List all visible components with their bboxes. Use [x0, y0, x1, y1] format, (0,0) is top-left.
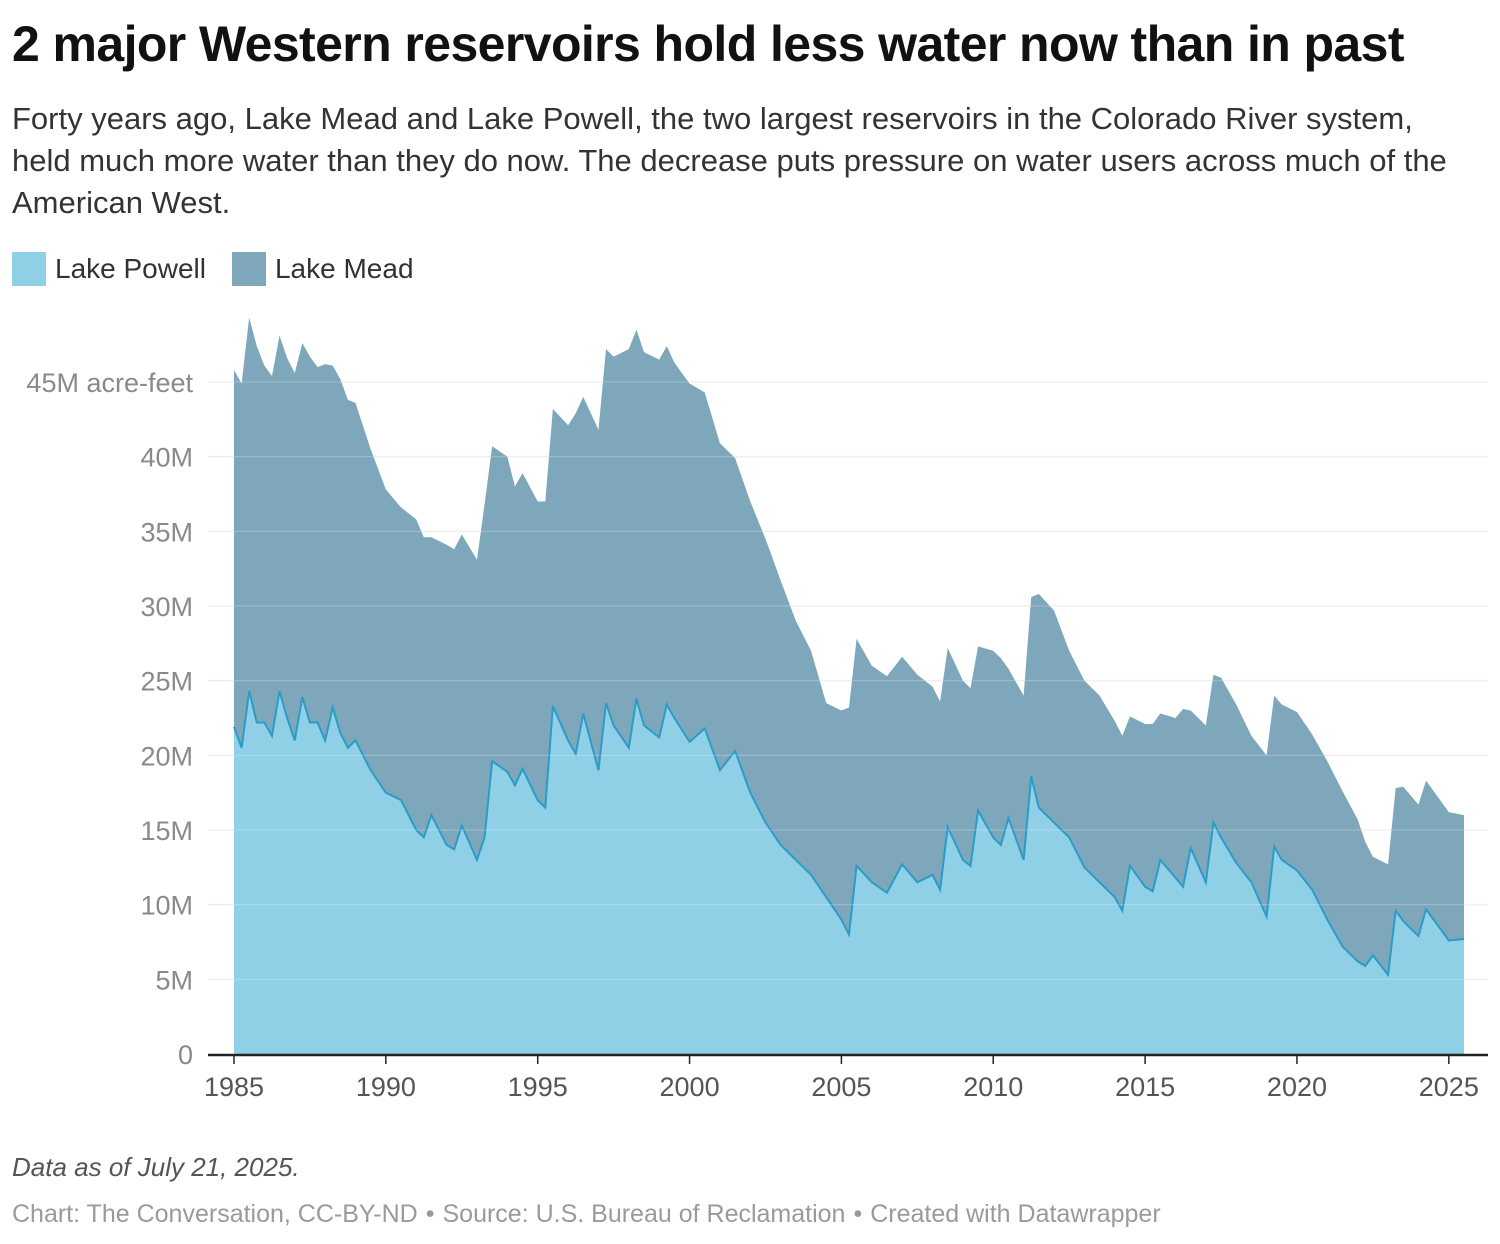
x-tick-label-1990: 1990: [356, 1072, 416, 1102]
chart-credit: Chart: The Conversation, CC-BY-ND: [12, 1200, 418, 1228]
y-tick-label-40: 40M: [140, 443, 193, 473]
legend-label-lake-powell: Lake Powell: [55, 253, 206, 284]
chart-title: 2 major Western reservoirs hold less wat…: [12, 16, 1405, 72]
data-areas: [233, 317, 1488, 1054]
x-tick-label-2025: 2025: [1419, 1072, 1479, 1102]
separator: •: [425, 1200, 435, 1228]
legend-swatch-lake-mead: [231, 252, 266, 286]
y-tick-label-45: 45M acre-feet: [26, 368, 193, 398]
legend-item-lake-mead[interactable]: Lake Mead: [231, 252, 414, 286]
source-credit: Source: U.S. Bureau of Reclamation: [442, 1200, 846, 1228]
legend-swatch-lake-powell: [12, 252, 46, 286]
x-tick-label-2005: 2005: [811, 1072, 871, 1102]
x-tick-label-2020: 2020: [1267, 1072, 1327, 1102]
legend: Lake Powell Lake Mead: [12, 252, 440, 286]
y-tick-label-35: 35M: [140, 517, 193, 547]
legend-item-lake-powell[interactable]: Lake Powell: [12, 252, 206, 286]
data-note: Data as of July 21, 2025.: [12, 1152, 300, 1182]
legend-label-lake-mead: Lake Mead: [274, 253, 414, 284]
y-tick-label-0: 0: [178, 1040, 193, 1070]
stacked-area-chart: 0 5M 10M 15M 20M 25M 30M 35M 40M 45M acre-feet 198…: [26, 317, 1488, 1102]
x-tick-label-1995: 1995: [508, 1072, 568, 1102]
chart-subtitle: Forty years ago, Lake Mead and Lake Powe…: [12, 101, 1447, 220]
area-lake-powell: [234, 691, 1464, 1054]
y-tick-label-10: 10M: [140, 891, 193, 921]
line-lake-powell: [233, 690, 1465, 978]
credits: Chart: The Conversation, CC-BY-ND • Sour…: [12, 1200, 1161, 1229]
y-tick-label-5: 5M: [155, 965, 193, 995]
y-tick-label-30: 30M: [140, 592, 193, 622]
x-tick-label-2010: 2010: [963, 1072, 1023, 1102]
axes: 0 5M 10M 15M 20M 25M 30M 35M 40M 45M acre-feet 198…: [26, 368, 1488, 1102]
separator: •: [853, 1200, 863, 1228]
x-tick-label-2000: 2000: [660, 1072, 720, 1102]
y-tick-label-15: 15M: [140, 816, 193, 846]
y-tick-label-25: 25M: [140, 667, 193, 697]
x-tick-label-1985: 1985: [204, 1072, 264, 1102]
x-tick-label-2015: 2015: [1115, 1072, 1175, 1102]
area-lake-mead: [234, 317, 1464, 975]
y-tick-label-20: 20M: [140, 741, 193, 771]
tool-credit: Created with Datawrapper: [870, 1200, 1161, 1228]
